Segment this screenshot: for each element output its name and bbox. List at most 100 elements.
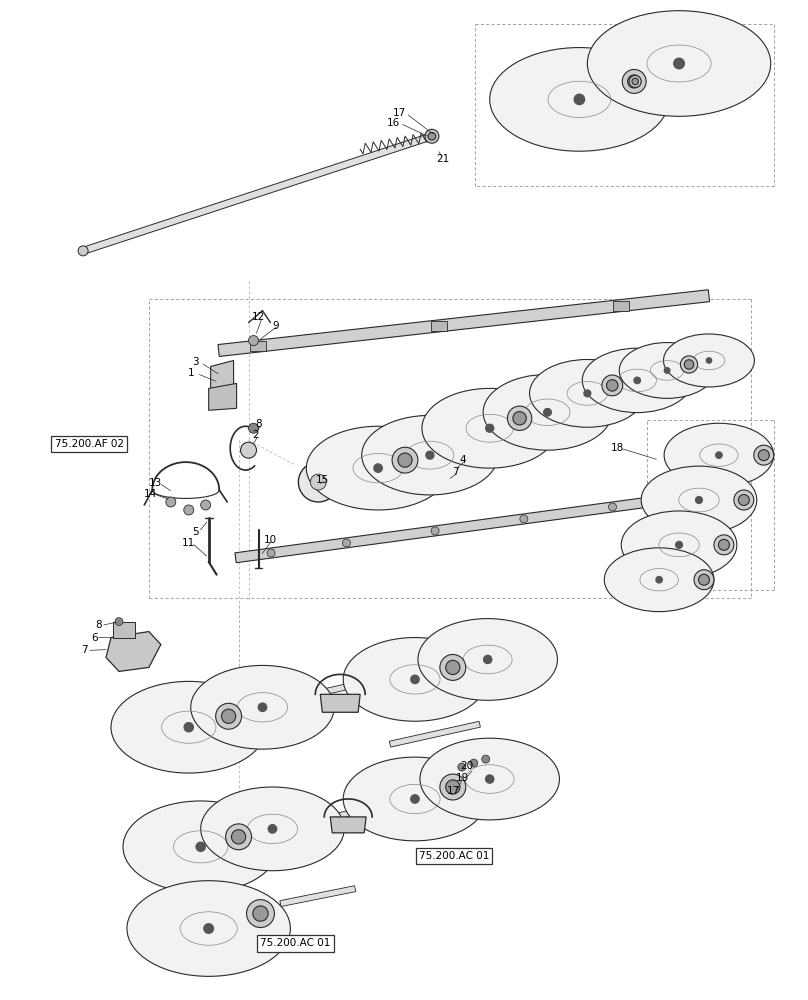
Circle shape <box>440 774 465 800</box>
Ellipse shape <box>343 638 486 721</box>
Circle shape <box>221 709 236 723</box>
Text: 16: 16 <box>386 118 400 128</box>
Circle shape <box>225 824 251 850</box>
Polygon shape <box>330 817 366 833</box>
Circle shape <box>200 500 211 510</box>
Text: 9: 9 <box>272 321 279 331</box>
Circle shape <box>196 842 205 851</box>
Polygon shape <box>82 133 433 254</box>
Polygon shape <box>218 290 709 356</box>
Circle shape <box>259 703 267 711</box>
Polygon shape <box>389 721 481 747</box>
Text: 21: 21 <box>436 154 449 164</box>
Circle shape <box>628 75 641 88</box>
Circle shape <box>426 451 434 459</box>
Polygon shape <box>280 886 356 907</box>
Circle shape <box>410 675 419 684</box>
Circle shape <box>343 539 351 547</box>
Circle shape <box>544 409 551 416</box>
Circle shape <box>584 390 591 397</box>
Circle shape <box>398 453 412 467</box>
Circle shape <box>246 900 275 928</box>
Circle shape <box>674 58 684 69</box>
Text: 17: 17 <box>447 786 461 796</box>
Text: 4: 4 <box>460 455 466 465</box>
Circle shape <box>714 535 734 555</box>
Circle shape <box>734 490 754 510</box>
Ellipse shape <box>362 415 498 495</box>
Polygon shape <box>106 632 161 671</box>
Bar <box>431 321 448 331</box>
Ellipse shape <box>127 881 290 976</box>
Circle shape <box>507 406 532 430</box>
Circle shape <box>231 830 246 844</box>
Ellipse shape <box>621 511 737 579</box>
Ellipse shape <box>191 665 335 749</box>
Text: 5: 5 <box>192 527 199 537</box>
Text: 17: 17 <box>393 108 406 118</box>
Text: 8: 8 <box>255 419 262 429</box>
Ellipse shape <box>604 548 714 612</box>
Polygon shape <box>290 676 381 702</box>
Circle shape <box>115 618 123 626</box>
Ellipse shape <box>529 359 645 427</box>
Polygon shape <box>211 360 234 390</box>
Circle shape <box>486 775 494 783</box>
Circle shape <box>78 246 88 256</box>
Ellipse shape <box>111 681 267 773</box>
Circle shape <box>204 924 213 933</box>
Ellipse shape <box>343 757 486 841</box>
Circle shape <box>446 780 460 794</box>
Circle shape <box>718 539 730 550</box>
Circle shape <box>622 69 646 93</box>
Circle shape <box>680 356 697 373</box>
Circle shape <box>249 336 259 346</box>
Circle shape <box>694 570 714 590</box>
Ellipse shape <box>306 426 450 510</box>
Circle shape <box>268 825 276 833</box>
Ellipse shape <box>642 466 757 534</box>
Ellipse shape <box>663 334 755 387</box>
Bar <box>113 622 135 638</box>
Text: 18: 18 <box>611 443 624 453</box>
Text: 75.200.AC 01: 75.200.AC 01 <box>419 851 489 861</box>
Circle shape <box>706 358 712 363</box>
Text: 6: 6 <box>90 633 98 643</box>
Circle shape <box>634 377 641 384</box>
Ellipse shape <box>490 48 669 151</box>
Circle shape <box>484 655 492 664</box>
Circle shape <box>374 464 382 472</box>
Circle shape <box>608 503 617 511</box>
Circle shape <box>754 445 774 465</box>
Ellipse shape <box>418 619 558 700</box>
Circle shape <box>513 412 526 425</box>
Circle shape <box>632 78 638 85</box>
Text: 19: 19 <box>457 773 469 783</box>
Circle shape <box>486 424 494 432</box>
Polygon shape <box>300 804 381 827</box>
Ellipse shape <box>422 388 558 468</box>
Circle shape <box>267 549 275 557</box>
Text: 7: 7 <box>452 467 459 477</box>
Text: 10: 10 <box>264 535 277 545</box>
Circle shape <box>716 452 722 458</box>
Circle shape <box>664 368 670 373</box>
Circle shape <box>392 447 418 473</box>
Circle shape <box>249 423 259 433</box>
Text: 14: 14 <box>145 489 158 499</box>
Circle shape <box>425 129 439 143</box>
Text: 12: 12 <box>252 312 265 322</box>
Circle shape <box>253 906 268 921</box>
Ellipse shape <box>420 738 559 820</box>
Text: 20: 20 <box>461 761 473 771</box>
Circle shape <box>428 132 436 140</box>
Circle shape <box>520 515 528 523</box>
Text: 7: 7 <box>81 645 87 655</box>
Polygon shape <box>320 694 360 712</box>
Circle shape <box>410 795 419 803</box>
Polygon shape <box>208 383 237 410</box>
Circle shape <box>758 450 769 461</box>
Circle shape <box>310 474 326 490</box>
Circle shape <box>656 577 663 583</box>
Ellipse shape <box>583 348 692 413</box>
